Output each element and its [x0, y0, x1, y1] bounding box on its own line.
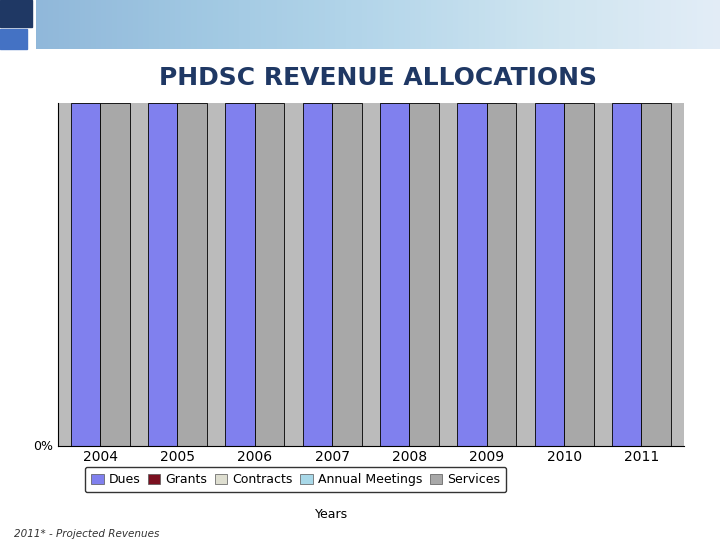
Bar: [302, 103, 332, 446]
Bar: [255, 103, 284, 446]
Bar: [457, 103, 487, 446]
Bar: [148, 103, 177, 446]
Bar: [612, 103, 642, 446]
Bar: [380, 103, 410, 446]
Bar: [642, 103, 671, 446]
Bar: [487, 103, 516, 446]
Text: PHDSC: PHDSC: [626, 512, 670, 522]
Bar: [410, 103, 439, 446]
Bar: [177, 103, 207, 446]
Bar: [332, 103, 361, 446]
Bar: [535, 103, 564, 446]
Bar: [564, 103, 593, 446]
Bar: [0, 29, 27, 49]
Bar: [0, 0, 32, 26]
Text: PHDSC REVENUE ALLOCATIONS: PHDSC REVENUE ALLOCATIONS: [159, 66, 597, 90]
Text: Years: Years: [315, 508, 348, 522]
Text: 2011* - Projected Revenues: 2011* - Projected Revenues: [14, 529, 160, 539]
Bar: [225, 103, 255, 446]
Bar: [71, 103, 100, 446]
Bar: [100, 103, 130, 446]
Legend: Dues, Grants, Contracts, Annual Meetings, Services: Dues, Grants, Contracts, Annual Meetings…: [85, 467, 506, 492]
